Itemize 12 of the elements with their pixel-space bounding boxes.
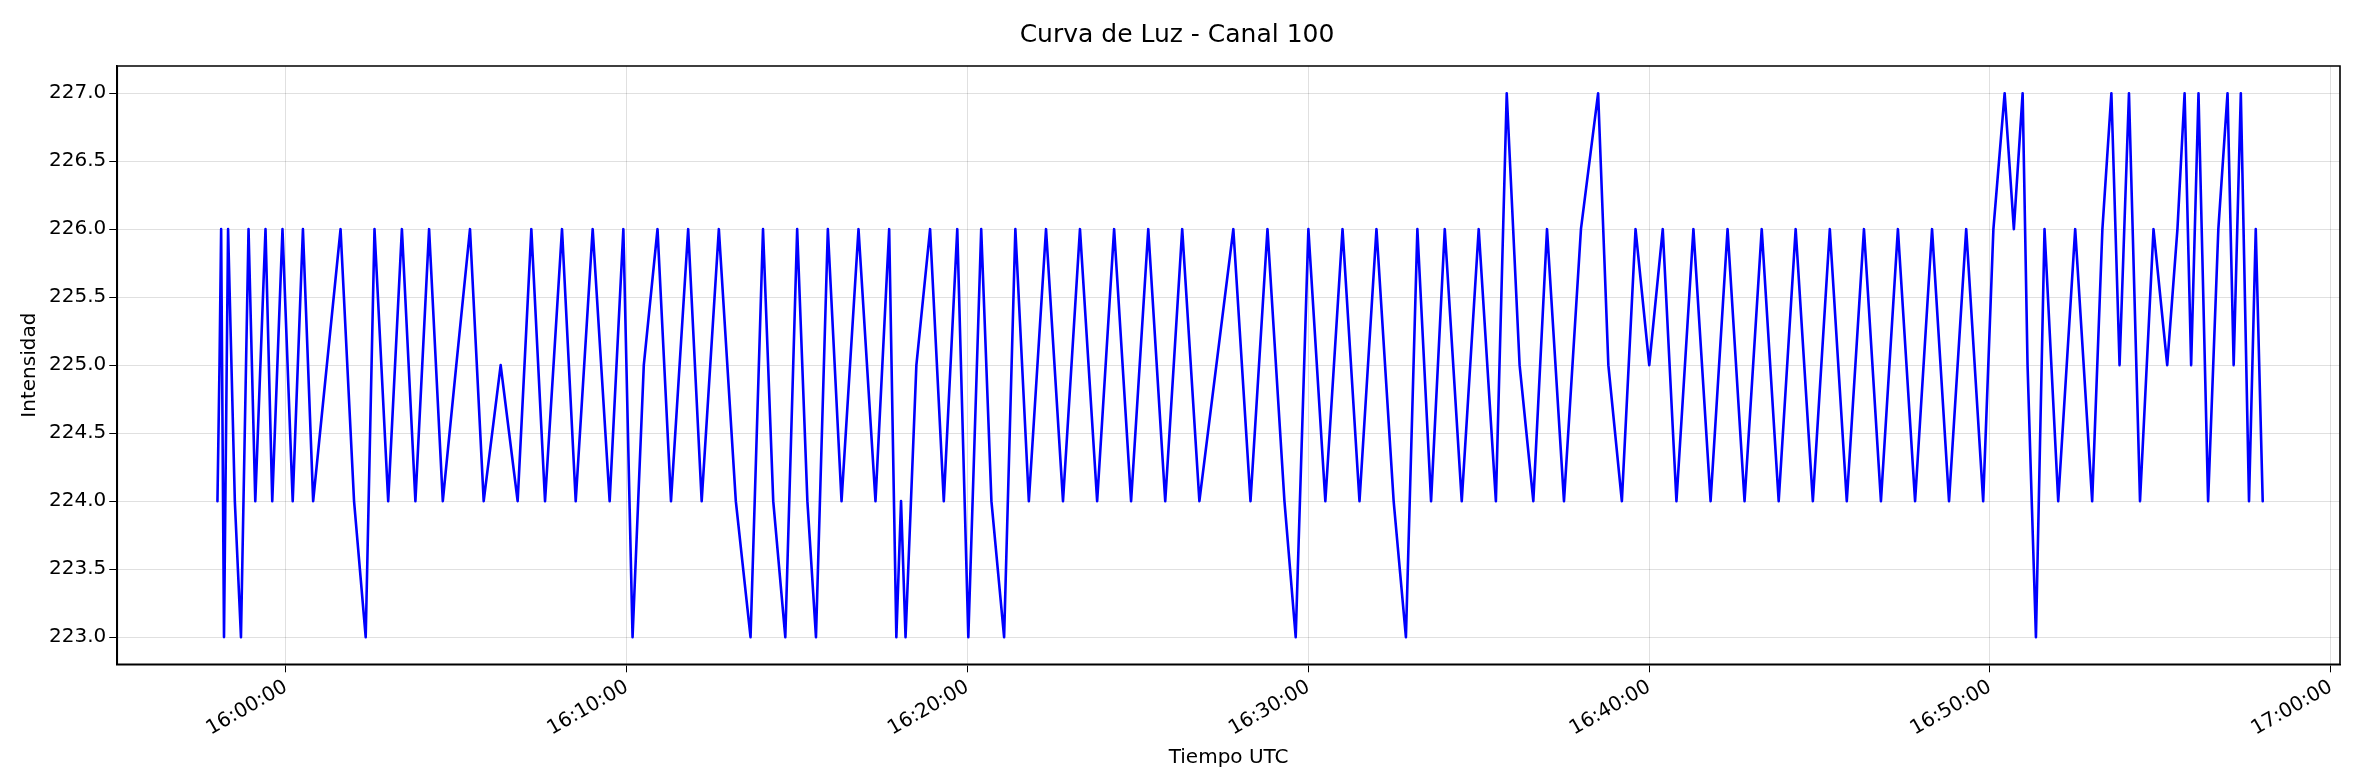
y-axis-title: Intensidad (16, 312, 41, 418)
y-tick-label: 226.5 (48, 147, 107, 172)
chart-title: Curva de Luz - Canal 100 (1019, 18, 1335, 48)
y-tick-label: 225.5 (48, 283, 107, 308)
x-axis-title: Tiempo UTC (1167, 744, 1289, 769)
y-tick-label: 224.0 (48, 487, 107, 512)
y-tick-label: 223.0 (48, 623, 107, 648)
y-tick-label: 224.5 (48, 419, 107, 444)
y-tick-label: 226.0 (48, 215, 107, 240)
y-tick-label: 223.5 (48, 555, 107, 580)
y-tick-label: 227.0 (48, 79, 107, 104)
y-tick-label: 225.0 (48, 351, 107, 376)
